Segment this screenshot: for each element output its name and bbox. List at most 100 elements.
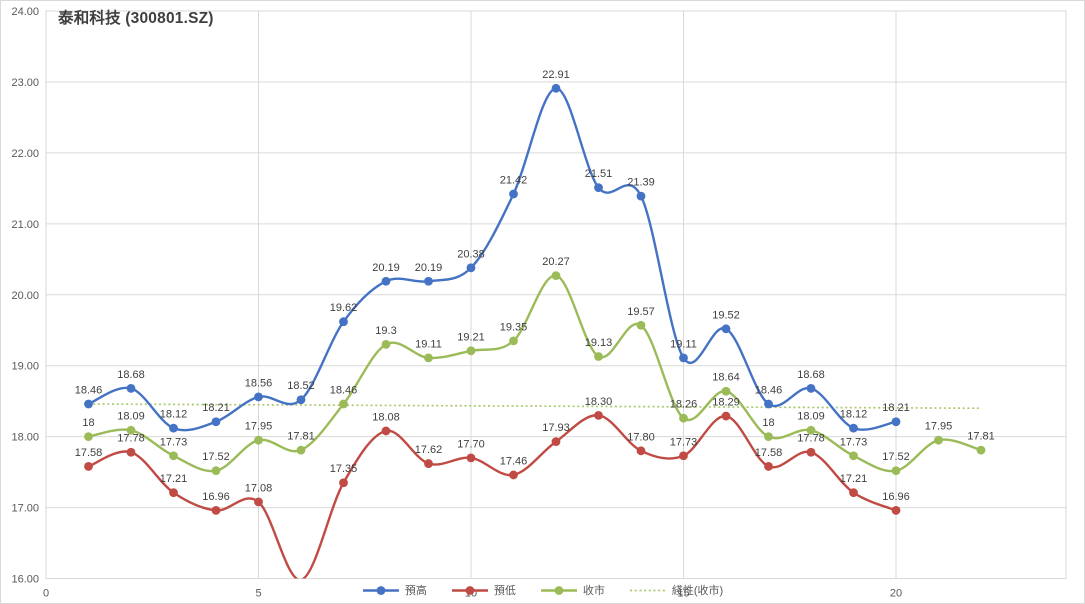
y-axis-tick-label: 19.00	[11, 361, 39, 373]
data-label-close: 19.21	[457, 331, 485, 343]
data-label-forecast-low: 18.30	[585, 396, 613, 408]
data-point-marker-forecast-high[interactable]	[551, 83, 561, 93]
y-axis-tick-label: 23.00	[11, 77, 39, 89]
data-point-marker-forecast-high[interactable]	[679, 353, 688, 363]
data-label-close: 18	[82, 417, 94, 429]
data-label-close: 18.46	[330, 384, 358, 396]
data-label-close: 19.13	[585, 337, 613, 349]
data-point-marker-forecast-low[interactable]	[849, 488, 858, 498]
data-point-marker-forecast-low[interactable]	[466, 453, 476, 463]
data-point-marker-close[interactable]	[339, 399, 348, 409]
data-point-marker-forecast-high[interactable]	[424, 276, 433, 286]
data-point-marker-close[interactable]	[509, 336, 518, 346]
data-point-marker-forecast-high[interactable]	[381, 276, 391, 286]
data-label-forecast-low: 17.58	[75, 447, 103, 459]
data-point-marker-forecast-low[interactable]	[509, 470, 518, 480]
data-label-close: 18.64	[712, 372, 740, 384]
data-label-forecast-high: 19.52	[712, 309, 740, 321]
data-label-close: 19.11	[415, 338, 442, 350]
data-label-forecast-low: 17.78	[117, 433, 145, 445]
data-point-marker-forecast-high[interactable]	[594, 183, 603, 193]
data-point-marker-forecast-low[interactable]	[381, 426, 391, 436]
data-point-marker-forecast-low[interactable]	[424, 459, 433, 468]
data-point-marker-forecast-low[interactable]	[551, 437, 561, 446]
data-label-forecast-low: 16.96	[202, 491, 230, 503]
data-label-forecast-low: 17.21	[840, 473, 868, 485]
data-point-marker-close[interactable]	[764, 432, 773, 442]
data-point-marker-forecast-high[interactable]	[849, 423, 858, 433]
data-label-forecast-high: 21.42	[500, 175, 528, 187]
data-point-marker-forecast-low[interactable]	[169, 488, 178, 498]
data-point-marker-forecast-low[interactable]	[254, 497, 263, 507]
data-point-marker-close[interactable]	[424, 353, 433, 363]
data-point-marker-forecast-low[interactable]	[806, 447, 816, 457]
data-label-forecast-high: 18.12	[840, 409, 868, 421]
data-point-marker-close[interactable]	[636, 320, 646, 330]
data-point-marker-forecast-low[interactable]	[84, 462, 93, 471]
data-point-marker-close[interactable]	[296, 445, 306, 455]
legend-item-close[interactable]: 收市	[540, 582, 605, 598]
data-point-marker-forecast-low[interactable]	[721, 411, 731, 421]
data-label-forecast-low: 17.70	[457, 438, 485, 450]
data-label-forecast-high: 19.62	[330, 302, 358, 314]
data-label-close: 17.81	[967, 431, 995, 443]
data-point-marker-close[interactable]	[551, 271, 561, 280]
data-point-marker-forecast-low[interactable]	[679, 451, 688, 461]
data-point-marker-close[interactable]	[976, 445, 986, 455]
data-point-marker-forecast-low[interactable]	[126, 447, 136, 457]
data-point-marker-forecast-high[interactable]	[84, 399, 93, 409]
data-point-marker-forecast-high[interactable]	[126, 383, 136, 393]
data-point-marker-forecast-high[interactable]	[169, 423, 178, 433]
data-point-marker-forecast-high[interactable]	[296, 395, 306, 405]
data-point-marker-close[interactable]	[934, 435, 943, 445]
data-point-marker-forecast-high[interactable]	[466, 263, 476, 273]
y-axis-tick-label: 16.00	[11, 574, 39, 586]
data-label-forecast-low: 18.08	[372, 411, 400, 423]
legend-item-forecast-high[interactable]: 預高	[362, 582, 427, 598]
data-label-forecast-high: 18.52	[287, 380, 315, 392]
data-point-marker-close[interactable]	[466, 346, 476, 356]
legend-item-close-linear-trend[interactable]: 綫性(收市)	[629, 582, 723, 598]
data-point-marker-close[interactable]	[211, 466, 221, 476]
data-point-marker-close[interactable]	[169, 451, 178, 461]
data-label-forecast-high: 18.46	[755, 384, 783, 396]
data-point-marker-close[interactable]	[891, 466, 901, 476]
legend-label: 預低	[493, 585, 516, 597]
series-line-forecast-low[interactable]	[87, 414, 898, 580]
data-point-marker-close[interactable]	[254, 435, 263, 445]
y-axis-tick-label: 21.00	[11, 219, 39, 231]
data-point-marker-forecast-high[interactable]	[721, 324, 731, 334]
data-point-marker-forecast-high[interactable]	[764, 399, 773, 409]
data-point-marker-forecast-high[interactable]	[509, 189, 518, 199]
data-point-marker-forecast-high[interactable]	[891, 417, 901, 427]
data-label-forecast-high: 20.19	[372, 262, 400, 274]
data-point-marker-forecast-high[interactable]	[339, 317, 348, 327]
data-point-marker-close[interactable]	[594, 352, 603, 361]
data-point-marker-close[interactable]	[721, 386, 731, 396]
legend-label: 收市	[582, 585, 605, 597]
data-label-close: 17.81	[287, 431, 315, 443]
data-label-close: 19.35	[500, 321, 528, 333]
data-point-marker-forecast-high[interactable]	[636, 191, 646, 201]
data-point-marker-forecast-low[interactable]	[636, 446, 646, 456]
data-point-marker-forecast-low[interactable]	[339, 478, 348, 488]
data-point-marker-forecast-low[interactable]	[764, 462, 773, 471]
data-point-marker-forecast-low[interactable]	[891, 506, 901, 515]
data-point-marker-close[interactable]	[84, 432, 93, 442]
data-label-forecast-high: 18.12	[160, 409, 188, 421]
data-point-marker-forecast-low[interactable]	[211, 506, 221, 515]
data-point-marker-forecast-high[interactable]	[254, 392, 263, 402]
data-point-marker-forecast-high[interactable]	[806, 383, 816, 393]
data-point-marker-close[interactable]	[126, 425, 136, 435]
data-point-marker-close[interactable]	[679, 413, 688, 423]
data-point-marker-forecast-low[interactable]	[594, 410, 603, 420]
data-point-marker-forecast-high[interactable]	[211, 417, 221, 427]
x-axis-tick-label: 0	[43, 588, 49, 600]
legend-item-forecast-low[interactable]: 預低	[451, 582, 516, 598]
data-point-marker-close[interactable]	[849, 451, 858, 461]
data-point-marker-close[interactable]	[381, 340, 391, 349]
data-point-marker-close[interactable]	[806, 425, 816, 435]
series-line-forecast-high[interactable]	[87, 87, 898, 432]
